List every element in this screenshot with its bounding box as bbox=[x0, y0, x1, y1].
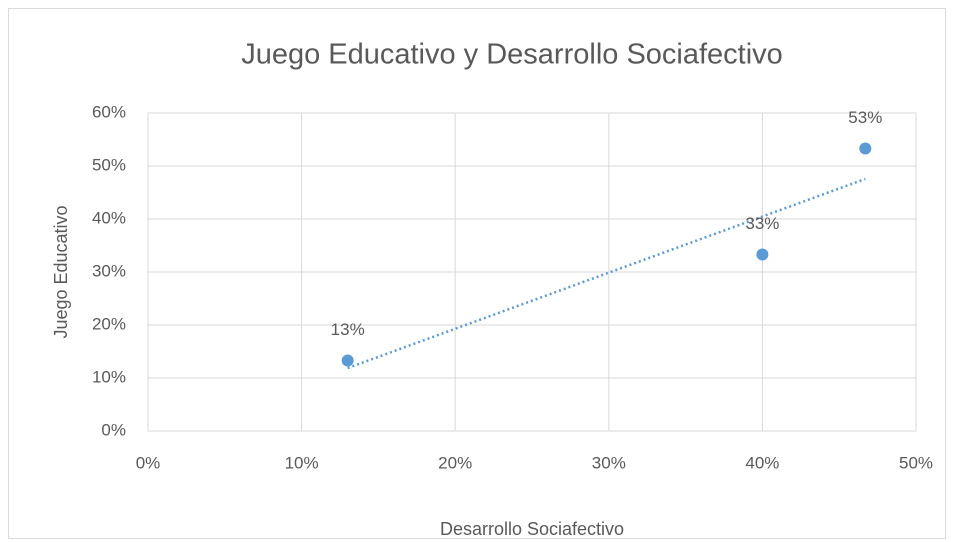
point bbox=[859, 142, 872, 155]
y-tick-label: 0% bbox=[101, 420, 126, 439]
data-label: 53% bbox=[848, 108, 882, 127]
y-tick-label: 20% bbox=[92, 314, 126, 333]
x-tick-label: 30% bbox=[592, 453, 626, 472]
x-tick-label: 40% bbox=[745, 453, 779, 472]
point bbox=[341, 354, 354, 367]
x-tick-label: 50% bbox=[899, 453, 933, 472]
trendline bbox=[347, 177, 866, 370]
x-tick-label: 0% bbox=[136, 453, 161, 472]
y-tick-label: 10% bbox=[92, 367, 126, 386]
y-tick-label: 50% bbox=[92, 155, 126, 174]
point bbox=[756, 248, 769, 261]
x-tick-label: 20% bbox=[438, 453, 472, 472]
x-tick-label: 10% bbox=[285, 453, 319, 472]
chart-title: Juego Educativo y Desarrollo Sociafectiv… bbox=[241, 39, 783, 71]
chart-border bbox=[8, 8, 946, 539]
x-axis-title: Desarrollo Sociafectivo bbox=[440, 519, 624, 539]
y-tick-label: 40% bbox=[92, 208, 126, 227]
y-tick-label: 60% bbox=[92, 102, 126, 121]
data-label: 33% bbox=[745, 214, 779, 233]
y-axis-title: Juego Educativo bbox=[51, 205, 71, 338]
data-label: 13% bbox=[331, 320, 365, 339]
y-tick-label: 30% bbox=[92, 261, 126, 280]
